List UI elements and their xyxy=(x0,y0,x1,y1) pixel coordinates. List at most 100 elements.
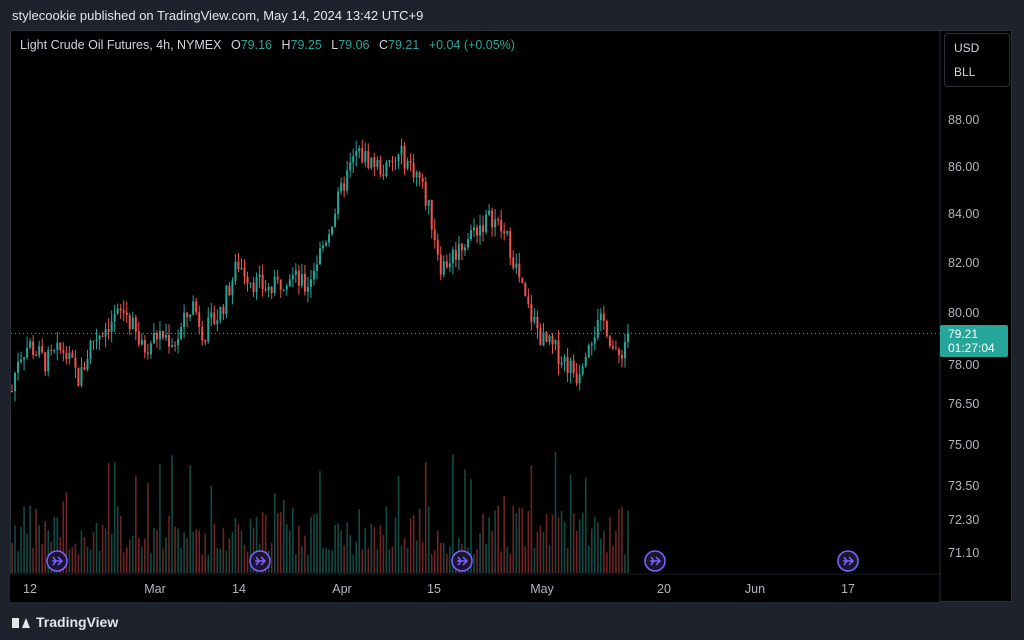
volume-bar xyxy=(500,551,502,573)
last-price-tag: 79.21 01:27:04 xyxy=(940,325,1008,357)
candle-body xyxy=(303,273,306,292)
volume-bar xyxy=(352,554,355,573)
candle-body xyxy=(83,367,86,370)
volume-bar xyxy=(488,517,490,573)
candle-body xyxy=(373,157,376,167)
volume-bar xyxy=(624,554,626,573)
open-value: 79.16 xyxy=(240,38,272,52)
candle-body xyxy=(337,191,340,214)
volume-bar xyxy=(557,517,560,573)
candle-body xyxy=(59,342,62,351)
price-tick-label: 71.10 xyxy=(948,546,979,560)
candle-body xyxy=(282,289,285,291)
candle-body xyxy=(551,336,554,345)
price-tick-label: 80.00 xyxy=(948,306,979,320)
candle-body xyxy=(270,287,273,294)
chart-frame[interactable] xyxy=(10,30,1012,602)
volume-bar xyxy=(279,511,282,573)
volume-bar xyxy=(289,530,291,573)
candle-body xyxy=(463,247,466,251)
volume-bar xyxy=(125,547,128,573)
volume-bar xyxy=(358,509,361,573)
volume-bar xyxy=(192,531,194,573)
volume-bar xyxy=(231,531,234,573)
high-value: 79.25 xyxy=(290,38,322,52)
candle-body xyxy=(563,356,566,363)
event-marker-icon[interactable] xyxy=(837,550,859,572)
candle-body xyxy=(249,282,252,284)
candle-body xyxy=(479,225,482,236)
volume-bar xyxy=(107,462,110,573)
low-label: L xyxy=(331,38,339,52)
volume-bar xyxy=(397,475,400,573)
candle-body xyxy=(161,331,164,338)
candle-body xyxy=(385,162,388,177)
volume-bar xyxy=(476,549,478,573)
volume-bar xyxy=(237,524,240,573)
volume-bar xyxy=(569,474,572,573)
volume-bar xyxy=(171,455,173,573)
price-chart[interactable]: 88.00 86.00 84.00 82.00 80.00 78.00 76.50 75.00… xyxy=(0,0,1024,602)
volume-bar xyxy=(14,525,16,573)
tradingview-brand[interactable]: TradingView xyxy=(12,614,118,630)
symbol-label[interactable]: Light Crude Oil Futures, 4h, NYMEX xyxy=(20,38,222,52)
candle-body xyxy=(186,312,189,318)
volume-bar xyxy=(273,493,276,573)
event-marker-icon[interactable] xyxy=(46,550,68,572)
brand-label: TradingView xyxy=(36,614,119,630)
candle-body xyxy=(101,335,104,337)
candle-body xyxy=(548,336,551,342)
currency-label[interactable]: USD xyxy=(954,41,980,55)
volume-bar xyxy=(436,530,439,573)
volume-bar xyxy=(609,516,611,573)
candle-body xyxy=(158,331,161,340)
event-marker-icon[interactable] xyxy=(249,550,271,572)
unit-selector[interactable]: USD BLL xyxy=(944,33,1010,87)
time-tick-label: Jun xyxy=(745,582,765,596)
volume-bar xyxy=(322,547,324,573)
candle-body xyxy=(17,361,20,373)
candle-body xyxy=(174,345,177,347)
candle-body xyxy=(240,267,243,270)
candle-body xyxy=(539,328,542,346)
candle-body xyxy=(409,160,412,164)
candle-body xyxy=(195,301,198,313)
volume-bar xyxy=(156,530,158,573)
candle-body xyxy=(596,320,599,338)
volume-bar xyxy=(319,471,321,573)
volume-bar xyxy=(174,526,176,573)
candle-body xyxy=(143,339,146,353)
candle-body xyxy=(430,199,433,230)
volume-bar xyxy=(485,543,487,573)
unit-label[interactable]: BLL xyxy=(954,65,976,79)
price-tick-label: 86.00 xyxy=(948,160,979,174)
event-marker-icon[interactable] xyxy=(644,550,666,572)
candle-body xyxy=(44,352,47,372)
candle-body xyxy=(26,347,29,358)
volume-bar xyxy=(424,462,427,573)
volume-bar xyxy=(131,535,134,573)
volume-bar xyxy=(219,548,222,573)
volume-bar xyxy=(370,523,373,573)
volume-bar xyxy=(128,539,131,573)
candle-body xyxy=(454,249,457,260)
candle-body xyxy=(237,261,240,270)
volume-bar xyxy=(285,524,288,573)
volume-bar xyxy=(566,548,569,573)
candle-body xyxy=(340,183,343,192)
volume-bar xyxy=(427,506,430,573)
volume-bar xyxy=(213,523,216,573)
volume-bar xyxy=(587,545,590,573)
time-axis-bg xyxy=(10,574,940,602)
candle-body xyxy=(137,331,140,345)
candle-body xyxy=(228,285,231,296)
candle-body xyxy=(322,245,325,249)
volume-bar xyxy=(388,549,391,573)
open-label: O xyxy=(230,38,241,52)
volume-bar xyxy=(20,526,22,573)
volume-bar xyxy=(491,531,493,573)
volume-bar xyxy=(343,545,345,573)
candle-body xyxy=(617,349,620,355)
volume-bar xyxy=(150,553,152,573)
event-marker-icon[interactable] xyxy=(451,550,473,572)
